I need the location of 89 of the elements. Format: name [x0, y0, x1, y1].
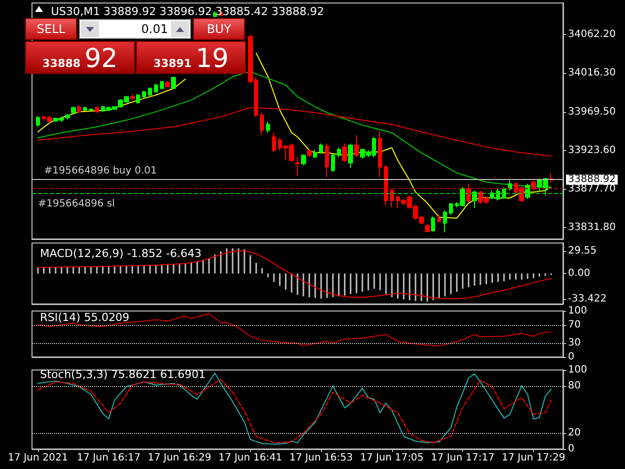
candlestick [142, 90, 146, 98]
candlestick [130, 94, 135, 101]
chart-title: RSI(14) 55.0209 [40, 311, 130, 324]
candlestick [384, 164, 388, 206]
y-tick-label: 80 [568, 380, 581, 392]
candlestick [431, 216, 435, 232]
y-tick-label: 20 [568, 428, 581, 439]
candlestick [331, 153, 335, 173]
y-tick-label: 100 [568, 364, 588, 376]
x-tick-label: 17 Jun 17:29 [502, 452, 566, 464]
y-tick-label: 33831.80 [568, 222, 616, 233]
candlestick [171, 76, 176, 90]
candlestick [295, 156, 300, 176]
y-tick-label: 33877.70 [568, 184, 616, 195]
y-tick-label: 70 [568, 319, 581, 330]
candlestick [301, 154, 306, 166]
annotation: 33888 [42, 57, 81, 70]
candlestick [348, 143, 353, 168]
candlestick [83, 106, 87, 112]
line-series [37, 107, 552, 157]
ref-line-label: #195664896 buy 0.01 [44, 165, 157, 176]
ref-line-label: #195664896 sl [38, 198, 115, 210]
candlestick [531, 180, 536, 191]
buy-button[interactable]: BUY [193, 18, 245, 40]
line-series [37, 250, 552, 300]
candlestick [307, 148, 312, 158]
y-tick-label: 0 [568, 444, 574, 454]
y-tick-label: 30 [568, 338, 581, 349]
candlestick [213, 10, 217, 18]
y-tick-label: 34062.20 [568, 29, 616, 40]
candlestick [378, 130, 382, 178]
candlestick [502, 186, 506, 200]
annotation: 0.01 [141, 22, 168, 36]
candlestick [71, 106, 76, 114]
y-tick-label: 0 [568, 352, 574, 362]
candlestick [95, 106, 99, 114]
x-tick-label: 17 Jun 16:41 [218, 452, 282, 464]
candlestick [337, 147, 341, 158]
candlestick [266, 121, 270, 134]
x-tick-label: 17 Jun 17:05 [360, 452, 424, 464]
chart-title: Stoch(5,3,3) 75.8621 61.6901 [40, 368, 206, 381]
candlestick [425, 223, 430, 233]
ref-line-label: 33888.92 [568, 174, 616, 186]
candlestick [490, 190, 494, 200]
x-tick-label: 17 Jun 2021 [8, 452, 68, 464]
candlestick [65, 114, 70, 120]
candlestick [443, 210, 447, 233]
y-tick-label: 0.00 [568, 268, 590, 279]
x-tick-label: 17 Jun 16:53 [289, 452, 353, 464]
candlestick [313, 148, 317, 158]
candlestick [136, 94, 140, 104]
candlestick [165, 80, 170, 88]
annotation: 33891 [153, 57, 192, 70]
y-tick-label: 33969.50 [568, 106, 616, 118]
candlestick [319, 143, 323, 154]
y-tick-label: 33923.60 [568, 145, 616, 156]
y-tick-label: 29.55 [568, 245, 597, 256]
candlestick [77, 104, 81, 114]
candlestick [466, 183, 471, 203]
candlestick [36, 115, 40, 128]
line-series [37, 71, 552, 188]
x-tick-label: 17 Jun 16:17 [76, 452, 140, 464]
y-tick-label: 34016.30 [568, 68, 616, 79]
annotation: 92 [84, 44, 118, 74]
chart-title: US30,M1 33889.92 33896.92 33885.42 33888.92 [51, 5, 324, 18]
x-tick-label: 17 Jun 16:29 [148, 452, 212, 464]
candlestick [437, 213, 441, 223]
candlestick [496, 188, 500, 202]
candlestick [89, 108, 93, 112]
y-tick-label: -33.422 [568, 293, 607, 304]
lot-size-field[interactable]: 0.01 [79, 19, 191, 39]
chart-title: MACD(12,26,9) -1.852 -6.643 [40, 247, 202, 260]
candlestick [449, 202, 453, 216]
candlestick [508, 180, 512, 191]
y-tick-label: 100 [568, 306, 588, 316]
candlestick [160, 81, 164, 90]
candlestick [472, 190, 477, 209]
candlestick [260, 112, 264, 136]
x-tick-label: 17 Jun 17:17 [430, 452, 494, 464]
candlestick [390, 188, 394, 208]
sell-button[interactable]: SELL [25, 18, 77, 40]
annotation: 19 [196, 44, 229, 74]
candlestick [342, 143, 347, 163]
candlestick [154, 84, 158, 94]
line-series [37, 313, 552, 346]
candlestick [272, 132, 276, 152]
candlestick [325, 143, 329, 178]
candlestick [148, 87, 152, 96]
candlestick [354, 134, 359, 158]
